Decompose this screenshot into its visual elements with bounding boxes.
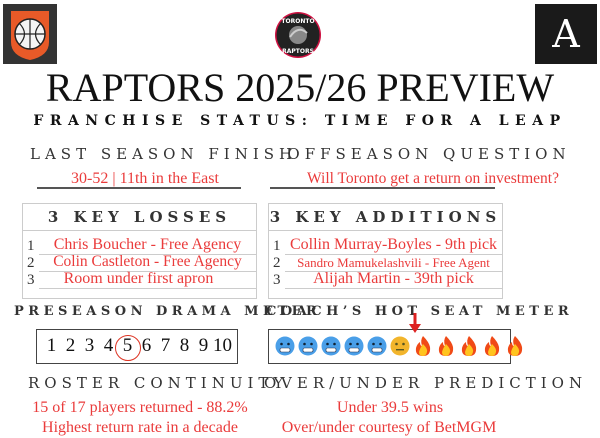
list-item: 1 Collin Murray-Boyles - 9th pick: [269, 236, 502, 255]
cold-face-icon: [367, 335, 387, 357]
key-losses-heading: 3 KEY LOSSES: [47, 208, 232, 226]
basketball-shield-icon: [11, 11, 49, 60]
last-season-value: 30-52 | 11th in the East: [71, 170, 219, 187]
site-logo: [3, 4, 57, 64]
neutral-face-icon: [390, 335, 410, 357]
drama-meter-heading: PRESEASON DRAMA METER: [14, 304, 322, 319]
key-additions-box: 3 KEY ADDITIONS 1 Collin Murray-Boyles -…: [268, 203, 503, 299]
offseason-heading: OFFSEASON QUESTION: [287, 145, 571, 163]
roster-heading: ROSTER CONTINUITY: [28, 374, 289, 392]
fire-icon: [505, 335, 525, 357]
fire-icon: [482, 335, 502, 357]
drama-meter: 1 2 3 4 5 6 7 8 9 10: [36, 329, 238, 364]
offseason-value: Will Toronto get a return on investment?: [307, 170, 559, 187]
over-under-line1: Under 39.5 wins: [336, 399, 444, 416]
divider: [270, 187, 495, 189]
svg-text:RAPTORS: RAPTORS: [282, 48, 314, 55]
roster-line2: Highest return rate in a decade: [42, 419, 238, 436]
hot-seat-meter: [268, 329, 522, 364]
drama-level-2: 2: [65, 335, 76, 356]
drama-level-9: 9: [198, 335, 209, 356]
drama-level-8: 8: [179, 335, 190, 356]
fire-icon: [413, 335, 433, 357]
cold-face-icon: [344, 335, 364, 357]
drama-level-7: 7: [160, 335, 171, 356]
last-season-heading: LAST SEASON FINISH: [30, 145, 298, 163]
key-additions-heading: 3 KEY ADDITIONS: [269, 208, 502, 226]
cold-face-icon: [275, 335, 295, 357]
over-under-heading: OVER/UNDER PREDICTION: [264, 374, 588, 392]
list-item: 1 Chris Boucher - Free Agency: [23, 236, 256, 255]
athletic-logo: A: [535, 4, 597, 64]
svg-text:TORONTO: TORONTO: [281, 18, 314, 25]
roster-line1: 15 of 17 players returned - 88.2%: [32, 399, 248, 416]
over-under-line2: Over/under courtesy of BetMGM: [281, 419, 497, 436]
page-title: RAPTORS 2025/26 PREVIEW: [45, 65, 555, 110]
drama-level-3: 3: [84, 335, 95, 356]
cold-face-icon: [321, 335, 341, 357]
cold-face-icon: [298, 335, 318, 357]
divider: [37, 187, 241, 189]
drama-level-1: 1: [46, 335, 57, 356]
drama-level-10: 10: [213, 335, 232, 356]
arrow-down-icon: [409, 313, 421, 333]
drama-level-6: 6: [141, 335, 152, 356]
hot-seat-heading: COACH’S HOT SEAT METER: [266, 304, 574, 319]
drama-level-4: 4: [103, 335, 114, 356]
list-item: 2 Sandro Mamukelashvili - Free Agent: [269, 253, 502, 272]
fire-icon: [459, 335, 479, 357]
list-item: 3 Room under first apron: [23, 270, 256, 289]
list-item: 2 Colin Castleton - Free Agency: [23, 253, 256, 272]
page-subtitle: FRANCHISE STATUS: TIME FOR A LEAP: [33, 113, 567, 129]
drama-level-5: 5: [115, 335, 141, 361]
key-losses-box: 3 KEY LOSSES 1 Chris Boucher - Free Agen…: [22, 203, 257, 299]
fire-icon: [436, 335, 456, 357]
list-item: 3 Alijah Martin - 39th pick: [269, 270, 502, 289]
raptors-logo: TORONTO RAPTORS: [274, 11, 322, 59]
